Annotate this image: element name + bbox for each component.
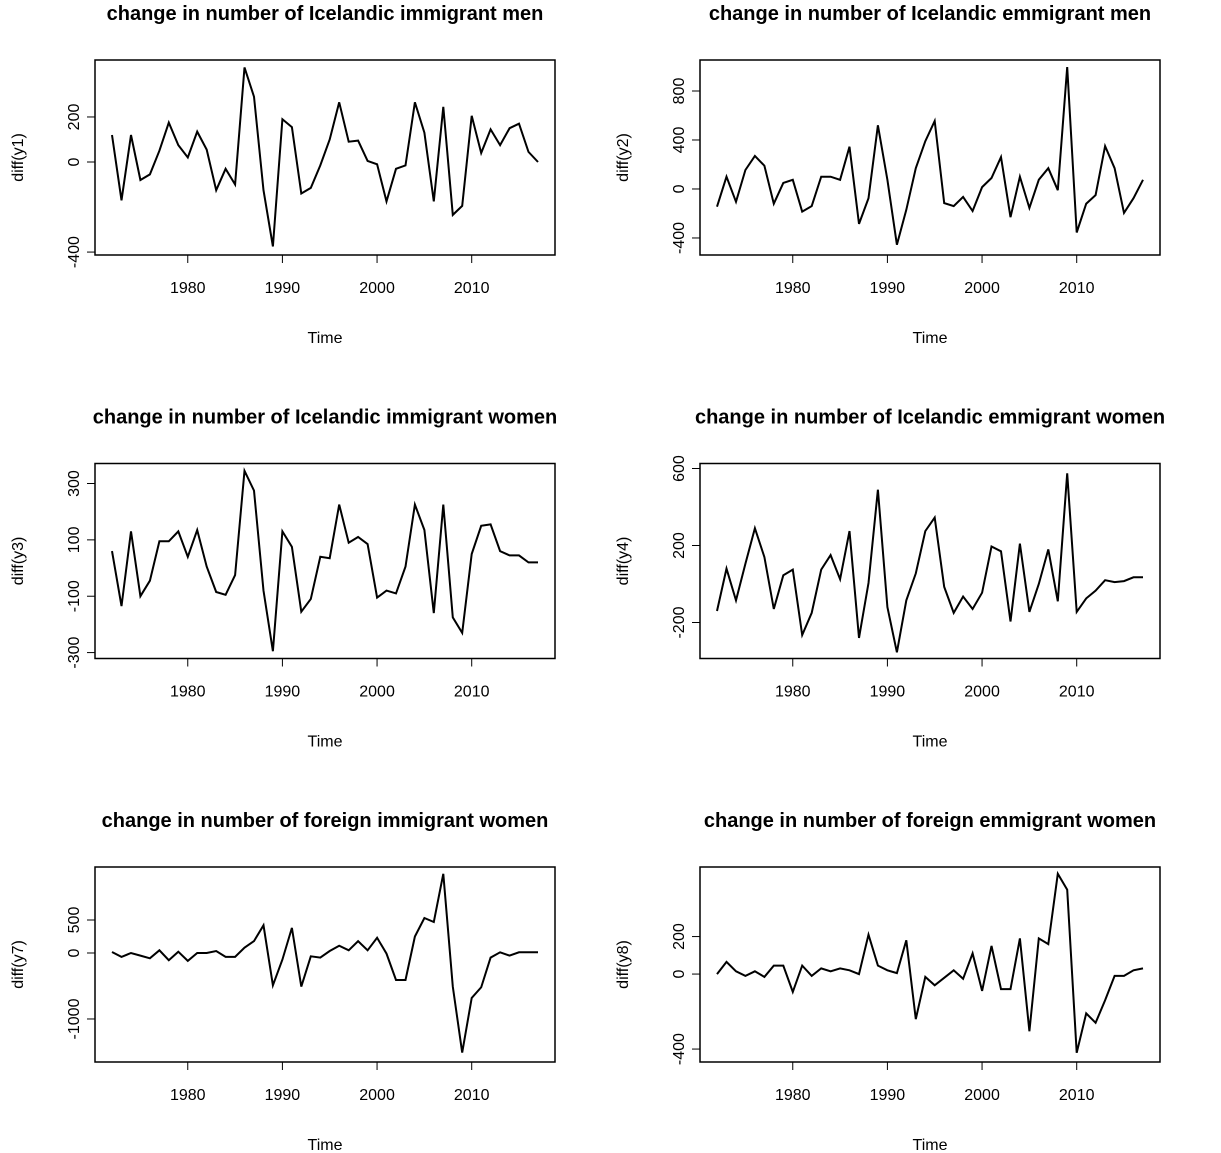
y-tick-label: -300 [66,636,83,668]
data-line [111,67,539,247]
x-tick-label: 1980 [170,684,206,701]
x-tick-label: 2010 [1059,684,1095,701]
chart-title: change in number of foreign emmigrant wo… [704,810,1156,832]
y-tick-label: 800 [671,78,688,105]
chart-title: change in number of foreign immigrant wo… [102,810,549,832]
y-tick-label: -400 [671,222,688,254]
plot-box [94,59,556,256]
x-axis-label: Time [913,1137,948,1153]
x-tick-label: 2010 [454,1087,490,1104]
x-axis-label: Time [308,734,343,751]
x-axis-label: Time [913,330,948,347]
y-tick-label: 0 [66,948,83,957]
x-tick-label: 1990 [870,684,906,701]
y-tick-label: -1000 [66,998,83,1039]
y-axis-label: diff(y3) [10,537,27,586]
x-tick-label: 2000 [359,684,395,701]
x-tick-label: 1990 [870,1087,906,1104]
y-tick-label: 300 [66,470,83,497]
x-tick-label: 1980 [775,1087,811,1104]
chart-title: change in number of Icelandic immigrant … [93,407,558,429]
x-tick-label: 2000 [359,1087,395,1104]
y-tick-label: -100 [66,580,83,612]
x-tick-label: 1990 [870,280,906,297]
y-tick-label: 400 [671,127,688,154]
plot-box [699,866,1161,1063]
plot-box [94,462,556,660]
y-tick-label: 0 [671,184,688,193]
plot-box [94,866,556,1063]
y-tick-label: 600 [671,455,688,482]
x-axis-label: Time [308,1137,343,1153]
chart-title: change in number of Icelandic emmigrant … [709,3,1151,25]
x-tick-label: 1980 [775,280,811,297]
x-tick-label: 1990 [265,684,301,701]
y-tick-label: -400 [66,236,83,268]
plot-box [699,59,1161,256]
y-axis-label: diff(y1) [10,133,27,182]
y-axis-label: diff(y7) [10,940,27,989]
x-tick-label: 2010 [1059,280,1095,297]
y-tick-label: -400 [671,1033,688,1065]
x-tick-label: 2010 [454,684,490,701]
y-axis-label: diff(y2) [615,133,632,182]
y-tick-label: -200 [671,606,688,638]
y-axis-label: diff(y4) [615,537,632,586]
x-axis-label: Time [308,330,343,347]
y-tick-label: 200 [66,104,83,131]
x-tick-label: 2010 [454,280,490,297]
y-tick-label: 100 [66,526,83,553]
y-axis-label: diff(y8) [615,940,632,989]
data-line [111,873,538,1053]
data-line [716,67,1144,245]
x-tick-label: 2000 [964,280,1000,297]
y-tick-label: 0 [671,970,688,979]
x-tick-label: 2010 [1059,1087,1095,1104]
data-line [716,473,1143,653]
data-line [111,467,538,652]
x-tick-label: 1980 [170,1087,206,1104]
plot-box [699,462,1161,660]
x-tick-label: 1980 [170,280,206,297]
chart-title: change in number of Icelandic immigrant … [107,3,544,25]
x-tick-label: 1980 [775,684,811,701]
x-tick-label: 1990 [265,280,301,297]
y-tick-label: 500 [66,907,83,934]
y-tick-label: 200 [671,532,688,559]
y-tick-label: 0 [66,157,83,166]
chart-title: change in number of Icelandic emmigrant … [695,407,1165,429]
x-axis-label: Time [913,734,948,751]
x-tick-label: 1990 [265,1087,301,1104]
x-tick-label: 2000 [964,1087,1000,1104]
x-tick-label: 2000 [359,280,395,297]
x-tick-label: 2000 [964,684,1000,701]
data-line [716,870,1144,1054]
y-tick-label: 200 [671,923,688,950]
